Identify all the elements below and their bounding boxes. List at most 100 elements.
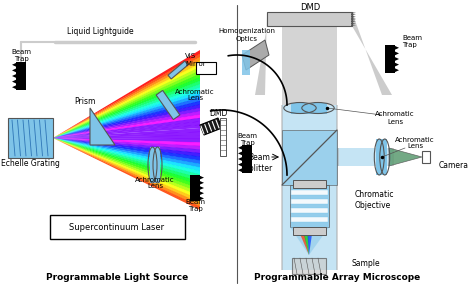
Polygon shape — [53, 138, 200, 153]
Polygon shape — [351, 16, 356, 17]
Bar — [376, 139, 388, 175]
Polygon shape — [53, 87, 200, 138]
Text: Beam
Trap: Beam Trap — [11, 49, 31, 62]
Polygon shape — [53, 91, 200, 138]
Polygon shape — [53, 138, 200, 150]
Bar — [16, 62, 26, 90]
Polygon shape — [53, 138, 200, 175]
Polygon shape — [200, 118, 222, 135]
Polygon shape — [12, 85, 16, 89]
Polygon shape — [53, 138, 200, 143]
Bar — [337, 148, 392, 166]
Polygon shape — [156, 90, 180, 120]
Text: Beam
Trap: Beam Trap — [402, 36, 422, 49]
Text: Achromatic
Lens: Achromatic Lens — [175, 88, 215, 101]
Polygon shape — [53, 108, 200, 138]
Text: Chromatic
Objective: Chromatic Objective — [355, 190, 394, 210]
Text: Sample: Sample — [352, 258, 381, 268]
Bar — [292, 258, 326, 274]
Bar — [281, 105, 283, 270]
Polygon shape — [351, 14, 356, 16]
Polygon shape — [302, 227, 309, 255]
Text: Achromatic
Lens: Achromatic Lens — [375, 112, 415, 125]
Polygon shape — [238, 168, 242, 172]
Polygon shape — [53, 138, 200, 203]
Polygon shape — [395, 46, 399, 50]
Bar — [190, 175, 200, 201]
Bar — [293, 227, 326, 235]
Text: Camera: Camera — [439, 160, 469, 170]
Polygon shape — [351, 24, 356, 26]
Polygon shape — [53, 111, 200, 138]
Polygon shape — [53, 138, 200, 178]
Polygon shape — [200, 186, 204, 190]
Bar — [8, 118, 53, 158]
Text: Echelle Grating: Echelle Grating — [0, 158, 59, 168]
Polygon shape — [53, 64, 200, 138]
Polygon shape — [53, 138, 200, 182]
Polygon shape — [53, 138, 200, 161]
Polygon shape — [351, 17, 356, 19]
Polygon shape — [53, 94, 200, 138]
Text: DMD: DMD — [209, 108, 227, 118]
Bar — [282, 105, 337, 270]
Bar — [291, 190, 328, 195]
Polygon shape — [53, 128, 200, 138]
Polygon shape — [351, 21, 356, 23]
Polygon shape — [53, 135, 200, 139]
Polygon shape — [53, 101, 200, 138]
Bar — [291, 217, 328, 222]
Polygon shape — [53, 77, 200, 138]
Polygon shape — [238, 157, 242, 161]
Bar — [242, 50, 250, 75]
Text: Beam
Splitter: Beam Splitter — [245, 153, 273, 173]
Polygon shape — [53, 60, 200, 138]
Text: DMD: DMD — [300, 3, 320, 12]
Polygon shape — [238, 151, 242, 155]
Polygon shape — [297, 227, 309, 255]
Polygon shape — [53, 138, 200, 164]
Bar — [50, 215, 185, 239]
Polygon shape — [53, 138, 200, 210]
Bar — [290, 185, 329, 227]
Polygon shape — [307, 227, 313, 255]
Bar — [282, 130, 337, 185]
Polygon shape — [53, 125, 200, 138]
Polygon shape — [352, 12, 392, 95]
Polygon shape — [53, 114, 200, 138]
Polygon shape — [53, 50, 200, 138]
Polygon shape — [200, 176, 204, 179]
Polygon shape — [395, 57, 399, 61]
Polygon shape — [53, 138, 200, 157]
Polygon shape — [53, 121, 200, 138]
Bar — [291, 103, 327, 114]
Polygon shape — [255, 12, 267, 95]
Polygon shape — [53, 81, 200, 138]
Polygon shape — [290, 227, 329, 255]
Bar — [336, 105, 338, 270]
Text: Achromatic
Lens: Achromatic Lens — [395, 136, 435, 149]
Polygon shape — [53, 138, 200, 193]
Polygon shape — [389, 148, 422, 166]
Polygon shape — [242, 40, 269, 70]
Polygon shape — [53, 84, 200, 138]
Polygon shape — [200, 197, 204, 200]
Bar — [196, 62, 216, 74]
Polygon shape — [53, 131, 200, 138]
Bar — [293, 180, 326, 188]
Text: Programmable Light Source: Programmable Light Source — [46, 273, 188, 283]
Polygon shape — [53, 53, 200, 138]
Text: VIS
Mirror: VIS Mirror — [185, 53, 206, 66]
Text: Liquid Lightguide: Liquid Lightguide — [67, 27, 133, 36]
Text: Homogenization
Optics: Homogenization Optics — [219, 29, 275, 42]
Bar — [291, 208, 328, 213]
Text: Prism: Prism — [74, 97, 96, 105]
Polygon shape — [200, 181, 204, 185]
Polygon shape — [53, 138, 200, 207]
Polygon shape — [53, 70, 200, 138]
Polygon shape — [53, 138, 200, 210]
Polygon shape — [53, 57, 200, 138]
Bar — [337, 148, 339, 166]
Polygon shape — [351, 12, 356, 14]
Polygon shape — [53, 104, 200, 138]
